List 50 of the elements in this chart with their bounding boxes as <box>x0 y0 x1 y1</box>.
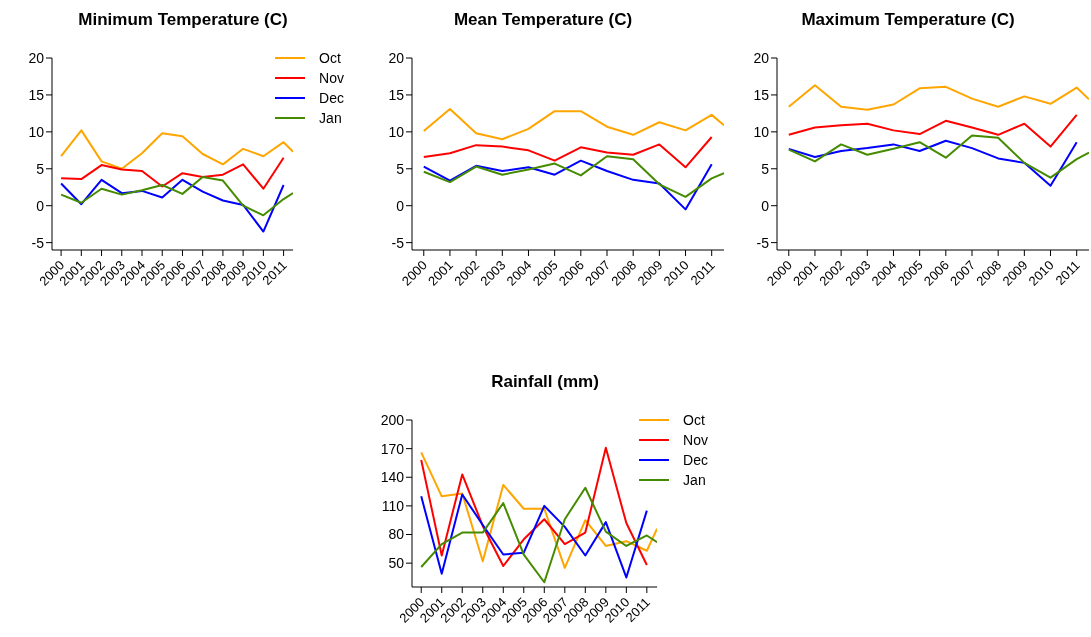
y-tick-label: 140 <box>380 469 405 486</box>
legend-label: Dec <box>683 452 708 468</box>
line-series <box>60 129 294 170</box>
legend-label: Dec <box>319 90 344 106</box>
line-series <box>420 493 648 579</box>
line-series <box>422 155 724 198</box>
y-tick-label: 110 <box>381 497 405 514</box>
legend-label: Jan <box>319 110 342 126</box>
chart-title: Maximum Temperature (C) <box>800 10 1016 30</box>
line-series <box>60 178 285 233</box>
legend-label: Jan <box>683 472 706 488</box>
y-tick-label: 20 <box>388 49 405 66</box>
legend-label: Nov <box>319 70 344 86</box>
y-tick-label: 15 <box>753 86 770 103</box>
line-series <box>787 113 1078 148</box>
line-series <box>787 134 1089 179</box>
legend-label: Nov <box>683 432 708 448</box>
line-series <box>422 136 713 169</box>
y-tick-label: 5 <box>36 160 45 177</box>
y-tick-label: 5 <box>396 160 405 177</box>
y-tick-label: 15 <box>388 86 405 103</box>
chart-title: Minimum Temperature (C) <box>77 10 289 30</box>
legend-label: Oct <box>683 412 705 428</box>
y-tick-label: 50 <box>388 555 405 572</box>
y-tick-label: 170 <box>380 440 405 457</box>
line-series <box>60 156 285 190</box>
line-series <box>787 84 1089 111</box>
y-tick-label: 10 <box>28 123 45 140</box>
y-tick-label: 0 <box>36 197 45 214</box>
y-tick-label: 10 <box>753 123 770 140</box>
line-series <box>422 107 724 141</box>
y-tick-label: 0 <box>761 197 770 214</box>
line-series <box>420 486 658 584</box>
y-tick-label: -5 <box>31 234 45 251</box>
y-tick-label: 5 <box>761 160 770 177</box>
y-tick-label: 200 <box>380 411 405 428</box>
line-series <box>787 139 1078 187</box>
y-tick-label: 80 <box>388 526 405 543</box>
y-tick-label: 10 <box>388 123 405 140</box>
legend-label: Oct <box>319 50 341 66</box>
chart-title: Rainfall (mm) <box>490 372 600 392</box>
y-tick-label: -5 <box>391 234 405 251</box>
line-series <box>60 175 294 217</box>
y-tick-label: 20 <box>753 49 770 66</box>
y-tick-label: 0 <box>396 197 405 214</box>
y-tick-label: 20 <box>28 49 45 66</box>
y-tick-label: 15 <box>28 86 45 103</box>
line-series <box>422 159 713 211</box>
y-tick-label: -5 <box>756 234 770 251</box>
chart-title: Mean Temperature (C) <box>452 10 634 30</box>
